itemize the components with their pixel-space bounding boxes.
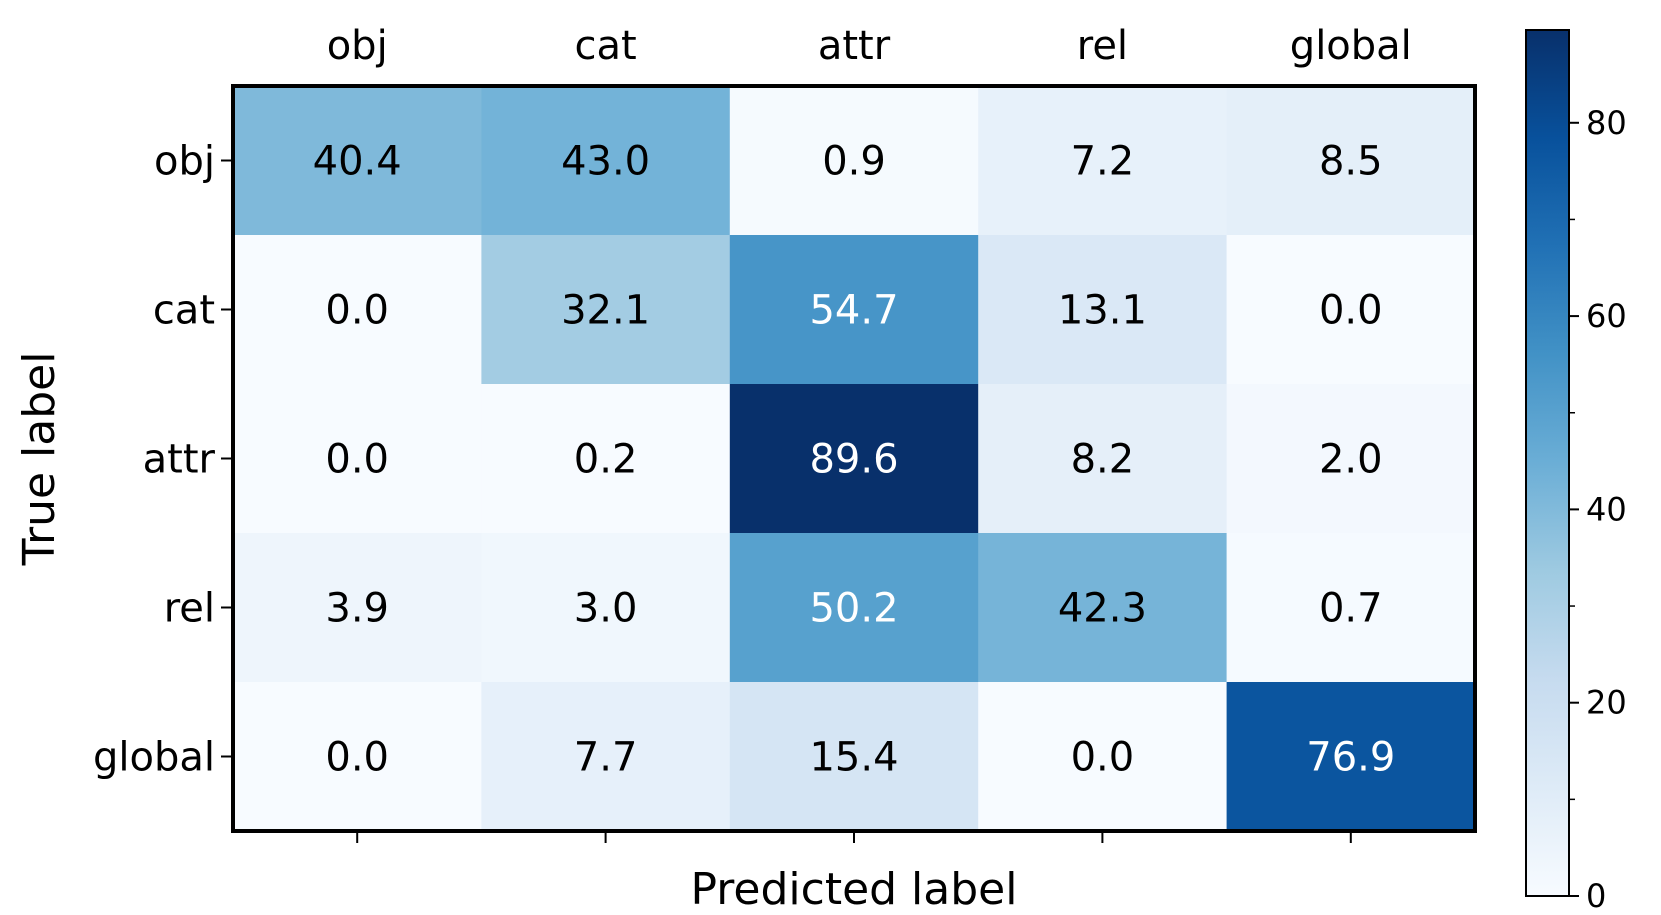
heatmap-cell-global-rel: [978, 682, 1228, 832]
cell-value-label: 0.0: [325, 288, 389, 334]
x-axis-ticks: obj cat attr rel global: [327, 23, 1412, 843]
y-axis-ticks: obj cat attr rel global: [93, 139, 231, 781]
heatmap-cell-obj-obj: [233, 86, 482, 236]
heatmap-cell-rel-obj: [233, 533, 482, 683]
cell-value-label: 0.0: [1071, 735, 1135, 781]
cell-value-label: 43.0: [561, 139, 650, 185]
colorbar-gradient: [1525, 29, 1570, 897]
heatmap-cell-labels: 40.4 43.0 0.9 7.2 8.5 0.0 32.1 54.7 13.1 0.0 0.0 0.…: [313, 139, 1396, 781]
heatmap-cell-cat-rel: [978, 235, 1228, 385]
cell-value-label: 13.1: [1058, 288, 1147, 334]
colorbar-tick-label: 0: [1586, 877, 1606, 915]
heatmap-cell-cat-attr: [729, 235, 979, 385]
heatmap-cell-rel-attr: [729, 533, 979, 683]
heatmap-cell-obj-cat: [481, 86, 731, 236]
y-tick-label: global: [93, 735, 215, 781]
cell-value-label: 42.3: [1058, 586, 1147, 632]
cell-value-label: 3.9: [325, 586, 389, 632]
cell-value-label: 0.2: [574, 437, 638, 483]
cell-value-label: 54.7: [809, 288, 898, 334]
x-tick-label: rel: [1077, 23, 1128, 69]
heatmap-cell-obj-attr: [729, 86, 979, 236]
heatmap-cell-attr-obj: [233, 384, 482, 534]
cell-value-label: 89.6: [809, 437, 898, 483]
x-tick-label: cat: [575, 23, 637, 69]
x-axis-label: Predicted label: [691, 864, 1018, 915]
cell-value-label: 15.4: [809, 735, 898, 781]
colorbar-tick-label: 40: [1586, 490, 1627, 528]
cell-value-label: 40.4: [313, 139, 402, 185]
x-tick-label: obj: [327, 23, 388, 69]
cell-value-label: 8.5: [1319, 139, 1383, 185]
heatmap-cell-obj-global: [1226, 86, 1476, 236]
cell-value-label: 0.0: [325, 437, 389, 483]
cell-value-label: 0.7: [1319, 586, 1383, 632]
cell-value-label: 7.7: [574, 735, 638, 781]
cell-value-label: 50.2: [809, 586, 898, 632]
cell-value-label: 0.9: [822, 139, 886, 185]
x-tick-label: global: [1290, 23, 1412, 69]
cell-value-label: 32.1: [561, 288, 650, 334]
heatmap-cell-cat-global: [1226, 235, 1476, 385]
heatmap-cell-global-attr: [729, 682, 979, 832]
colorbar-tick-label: 80: [1586, 104, 1627, 142]
heatmap-cell-rel-global: [1226, 533, 1476, 683]
heatmap-cell-cat-cat: [481, 235, 731, 385]
heatmap-cell-attr-rel: [978, 384, 1228, 534]
y-tick-label: attr: [143, 437, 216, 483]
y-tick-label: cat: [153, 288, 215, 334]
colorbar-tick-label: 20: [1586, 684, 1627, 722]
cell-value-label: 2.0: [1319, 437, 1383, 483]
heatmap-cell-attr-cat: [481, 384, 731, 534]
heatmap-cell-global-cat: [481, 682, 731, 832]
heatmap-cell-rel-rel: [978, 533, 1228, 683]
y-axis-label: True label: [14, 352, 65, 567]
plot-frame: [231, 84, 1477, 833]
cell-value-label: 76.9: [1306, 735, 1395, 781]
cell-value-label: 3.0: [574, 586, 638, 632]
heatmap-cell-attr-global: [1226, 384, 1476, 534]
cell-value-label: 7.2: [1071, 139, 1135, 185]
y-tick-label: rel: [164, 586, 215, 632]
colorbar: 0 20 40 60 80: [1525, 29, 1627, 915]
heatmap-cells: [233, 86, 1476, 832]
heatmap-cell-cat-obj: [233, 235, 482, 385]
colorbar-tick-label: 60: [1586, 297, 1627, 335]
heatmap-cell-attr-attr: [729, 384, 979, 534]
heatmap-cell-obj-rel: [978, 86, 1228, 236]
x-tick-label: attr: [818, 23, 891, 69]
heatmap-cell-global-global: [1226, 682, 1476, 832]
cell-value-label: 0.0: [1319, 288, 1383, 334]
heatmap-cell-global-obj: [233, 682, 482, 832]
cell-value-label: 8.2: [1071, 437, 1135, 483]
y-tick-label: obj: [154, 139, 215, 185]
heatmap-cell-rel-cat: [481, 533, 731, 683]
cell-value-label: 0.0: [325, 735, 389, 781]
